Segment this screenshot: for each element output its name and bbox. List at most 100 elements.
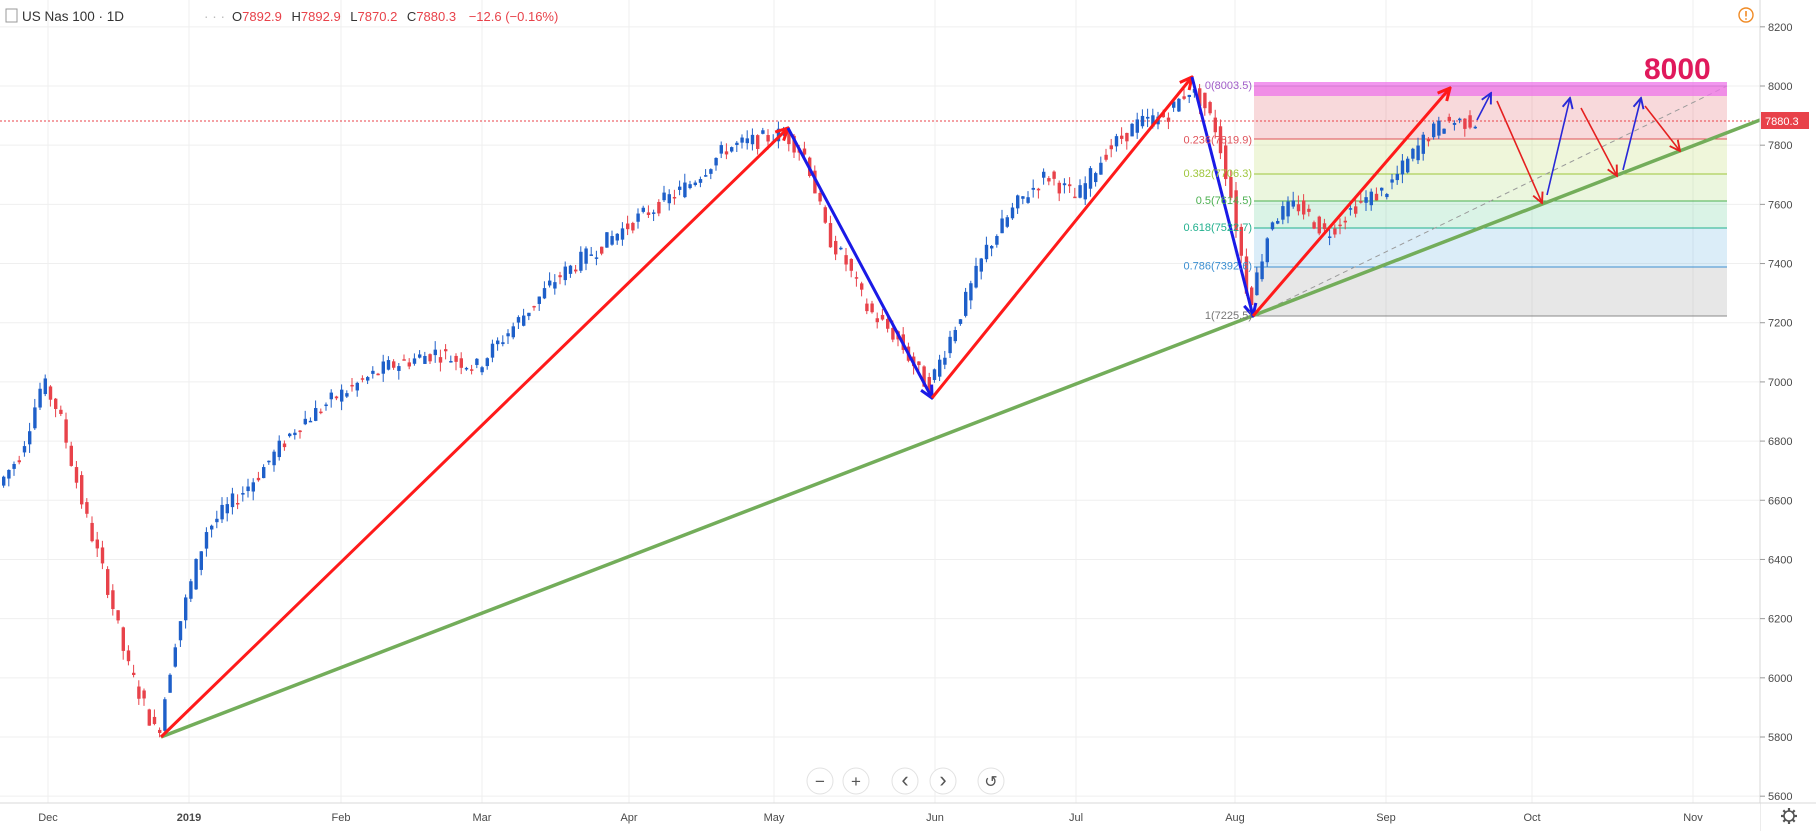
scroll-left-button[interactable]: ‹: [891, 767, 919, 795]
candle: [1296, 195, 1301, 216]
candle: [386, 356, 391, 371]
arrow-may-jun-down[interactable]: [786, 127, 932, 398]
fibonacci-retracement[interactable]: [1253, 82, 1728, 317]
last-price-tag: 7880.3: [1761, 112, 1809, 129]
candle: [1260, 254, 1264, 282]
candle: [470, 364, 474, 375]
zoom-out-button[interactable]: −: [806, 767, 834, 795]
candle: [756, 134, 760, 155]
candle: [38, 382, 42, 411]
scroll-right-button[interactable]: ›: [929, 767, 957, 795]
candle: [1088, 166, 1093, 197]
candle: [1369, 188, 1373, 211]
price-scale[interactable]: 5600 5800 6000 6200 6400 6600 6800 7000 7200 7400…: [1760, 22, 1792, 803]
arrow-jun-jul-up[interactable]: [930, 77, 1192, 399]
candle: [516, 315, 521, 330]
candle: [501, 335, 505, 347]
candle: [558, 271, 562, 285]
svg-text:‹: ‹: [901, 767, 908, 792]
candle: [282, 440, 287, 451]
time-scale-bg: [0, 803, 1760, 831]
candle: [1374, 187, 1379, 201]
candle: [990, 245, 994, 257]
candle: [1239, 223, 1243, 264]
legend-header: US Nas 100 · 1D · · · O7892.9 H7892.9 L7…: [5, 8, 558, 24]
alert-icon[interactable]: [1738, 7, 1754, 23]
y-tick-label: 6400: [1768, 554, 1792, 566]
candle: [1218, 119, 1223, 160]
candle: [1104, 148, 1108, 162]
symbol-title: US Nas 100 · 1D: [22, 9, 124, 24]
candle: [1042, 168, 1046, 185]
candle: [860, 281, 864, 297]
time-scale[interactable]: Dec 2019 Feb Mar Apr May Jun Jul Aug Sep Oct Nov: [38, 812, 1703, 824]
support-trend-line[interactable]: [160, 118, 1761, 739]
projection-arrows[interactable]: [1476, 93, 1680, 203]
fib-label-0.5: 0.5(7614.5): [1196, 195, 1252, 207]
candle: [184, 594, 188, 629]
arrow-aug-sep-up[interactable]: [1251, 88, 1450, 317]
proj-arrow-3: [1546, 98, 1570, 196]
arrow-jul-aug-down[interactable]: [1190, 76, 1253, 316]
candle: [532, 305, 536, 311]
candle: [454, 353, 458, 371]
candle: [1203, 92, 1207, 116]
candle: [646, 205, 651, 219]
candle: [12, 461, 16, 476]
candle: [802, 141, 807, 158]
candle: [64, 412, 68, 449]
candle: [345, 390, 349, 399]
candle: [204, 527, 209, 557]
swing-arrows[interactable]: [159, 76, 1450, 739]
candle: [1094, 171, 1098, 187]
candle: [667, 189, 671, 211]
candle: [246, 478, 250, 498]
candle: [979, 257, 983, 280]
y-tick-label: 8200: [1768, 22, 1792, 34]
candle: [215, 510, 219, 529]
candle: [828, 215, 833, 248]
arrow-dec-may-up[interactable]: [159, 128, 788, 739]
candle: [704, 169, 708, 177]
reset-button[interactable]: ↺: [977, 767, 1005, 795]
proj-arrow-1: [1476, 93, 1491, 121]
candle: [1291, 191, 1295, 209]
candle: [428, 353, 432, 365]
fib-zone-0618-0786: [1254, 228, 1727, 267]
candle: [1062, 178, 1067, 194]
candle: [22, 441, 27, 457]
candle: [1177, 97, 1181, 113]
zoom-in-button[interactable]: +: [842, 767, 870, 795]
candle: [714, 157, 718, 171]
candle: [594, 250, 599, 266]
candle: [199, 551, 203, 576]
candle: [272, 449, 276, 472]
candle: [1078, 179, 1082, 199]
y-tick-label: 6000: [1768, 673, 1792, 685]
candle: [1270, 221, 1275, 231]
candle: [626, 215, 630, 236]
candle: [355, 381, 359, 397]
candle: [948, 330, 952, 358]
fib-zone-0786-1: [1254, 267, 1727, 316]
candle: [1463, 118, 1467, 137]
candle: [1400, 154, 1405, 184]
x-tick-label: Nov: [1683, 812, 1703, 824]
price-scale-bg: [1760, 0, 1816, 831]
svg-text:+: +: [851, 772, 861, 791]
candle: [620, 222, 625, 246]
candle: [324, 402, 328, 411]
candle: [854, 271, 859, 287]
gear-icon[interactable]: [1781, 808, 1797, 824]
candle: [1010, 202, 1015, 220]
fib-label-1: 1(7225.5): [1205, 310, 1252, 322]
candle: [652, 209, 656, 222]
candle: [236, 494, 240, 510]
candle: [1255, 267, 1259, 296]
collapse-icon[interactable]: [5, 8, 18, 23]
candle: [672, 189, 677, 205]
candle: [636, 208, 640, 229]
candle: [522, 308, 526, 327]
candle: [839, 246, 843, 251]
